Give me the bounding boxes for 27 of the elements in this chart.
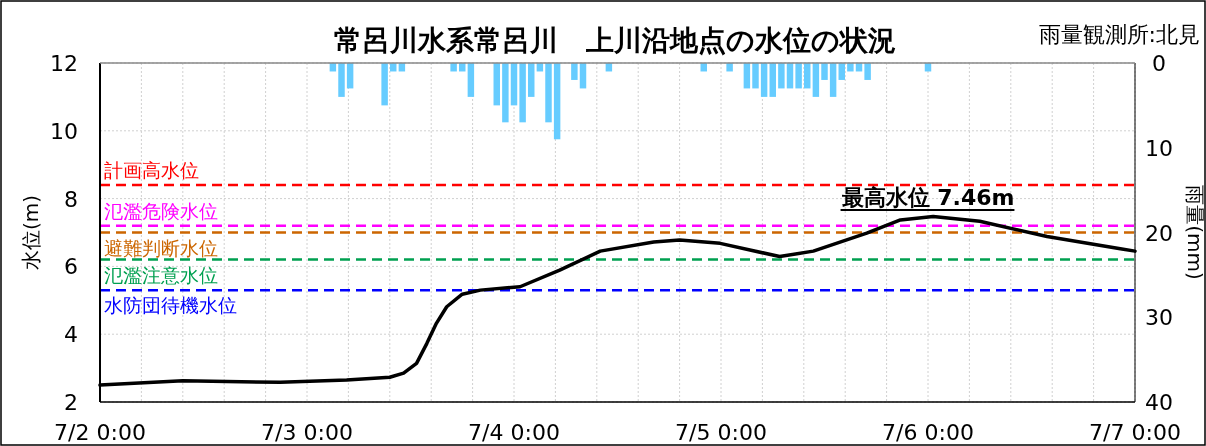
y2-axis-title: 雨量(mm) [1183,185,1206,280]
ref-line-label: 計画高水位 [104,159,199,182]
y-axis-title: 水位(m) [19,194,43,271]
y-tick-label: 8 [64,186,78,212]
y-tick-label: 4 [64,322,78,348]
x-tick-label: 7/6 0:00 [882,420,974,445]
y2-tick-label: 20 [1145,220,1173,246]
annotation: 最高水位 7.46m [840,184,1015,210]
y2-tick-label: 10 [1145,135,1173,161]
x-tick-label: 7/5 0:00 [675,420,767,445]
y-tick-label: 2 [64,390,78,415]
ref-line-label: 水防団待機水位 [104,294,237,317]
y2-tick-label: 30 [1145,305,1173,331]
text: 雨量観測所:北見 [1038,22,1200,47]
x-tick-label: 7/7 0:00 [1089,420,1181,445]
ref-line-label: 氾濫危険水位 [104,199,218,222]
y-tick-label: 6 [64,254,78,280]
ref-line-label: 氾濫注意水位 [104,263,218,286]
chart-title: 常呂川水系常呂川 上川沿地点の水位の状況 [334,24,896,57]
x-tick-label: 7/2 0:00 [54,420,146,445]
x-tick-label: 7/4 0:00 [468,420,560,445]
y2-tick-label: 40 [1145,390,1173,415]
y2-tick-label: 0 [1152,51,1166,76]
ref-line-label: 避難判断水位 [104,236,218,259]
y-tick-label: 12 [50,51,78,76]
x-tick-label: 7/3 0:00 [261,420,353,445]
y-tick-label: 10 [50,118,78,144]
